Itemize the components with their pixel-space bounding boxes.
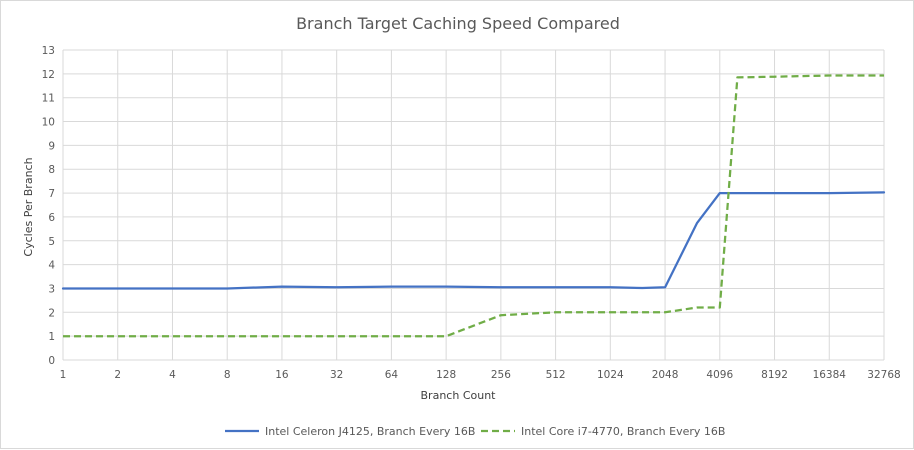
x-tick-label: 128 bbox=[436, 369, 456, 381]
y-tick-label: 13 bbox=[42, 45, 55, 57]
y-tick-label: 2 bbox=[48, 307, 55, 319]
chart-title: Branch Target Caching Speed Compared bbox=[296, 14, 620, 33]
x-tick-label: 512 bbox=[546, 369, 566, 381]
series-lines bbox=[61, 74, 886, 338]
x-axis-ticks: 1 2 4 8 16 32 64 128 256 512 1024 2048 4096 8192 16384… bbox=[60, 369, 901, 381]
y-tick-label: 0 bbox=[48, 355, 55, 367]
x-tick-label: 2048 bbox=[652, 369, 679, 381]
y-axis-label: Cycles Per Branch bbox=[22, 157, 35, 256]
x-tick-label: 4 bbox=[169, 369, 176, 381]
y-tick-label: 12 bbox=[42, 69, 55, 81]
x-axis-label: Branch Count bbox=[421, 389, 497, 402]
y-tick-label: 4 bbox=[48, 260, 55, 272]
y-tick-label: 10 bbox=[42, 117, 55, 129]
legend-label-1: Intel Celeron J4125, Branch Every 16B bbox=[265, 425, 475, 438]
x-tick-label: 32 bbox=[330, 369, 343, 381]
x-tick-label: 256 bbox=[491, 369, 511, 381]
y-tick-label: 3 bbox=[48, 283, 55, 295]
y-tick-label: 11 bbox=[42, 93, 55, 105]
x-tick-label: 4096 bbox=[706, 369, 733, 381]
x-tick-label: 16384 bbox=[813, 369, 847, 381]
y-tick-label: 9 bbox=[48, 140, 55, 152]
legend: Intel Celeron J4125, Branch Every 16B Int… bbox=[225, 425, 725, 438]
y-tick-label: 8 bbox=[48, 164, 55, 176]
y-tick-label: 7 bbox=[48, 188, 55, 200]
gridlines bbox=[62, 49, 885, 361]
x-tick-label: 64 bbox=[385, 369, 399, 381]
x-tick-label: 1024 bbox=[597, 369, 624, 381]
y-tick-label: 1 bbox=[48, 331, 55, 343]
x-tick-label: 8192 bbox=[761, 369, 788, 381]
x-tick-label: 2 bbox=[114, 369, 121, 381]
x-tick-label: 32768 bbox=[867, 369, 900, 381]
y-tick-label: 5 bbox=[48, 236, 55, 248]
x-tick-label: 1 bbox=[60, 369, 67, 381]
legend-label-2: Intel Core i7-4770, Branch Every 16B bbox=[521, 425, 725, 438]
series-line-2 bbox=[63, 74, 884, 338]
x-tick-label: 8 bbox=[224, 369, 231, 381]
y-tick-label: 6 bbox=[48, 212, 55, 224]
x-tick-label: 16 bbox=[275, 369, 289, 381]
